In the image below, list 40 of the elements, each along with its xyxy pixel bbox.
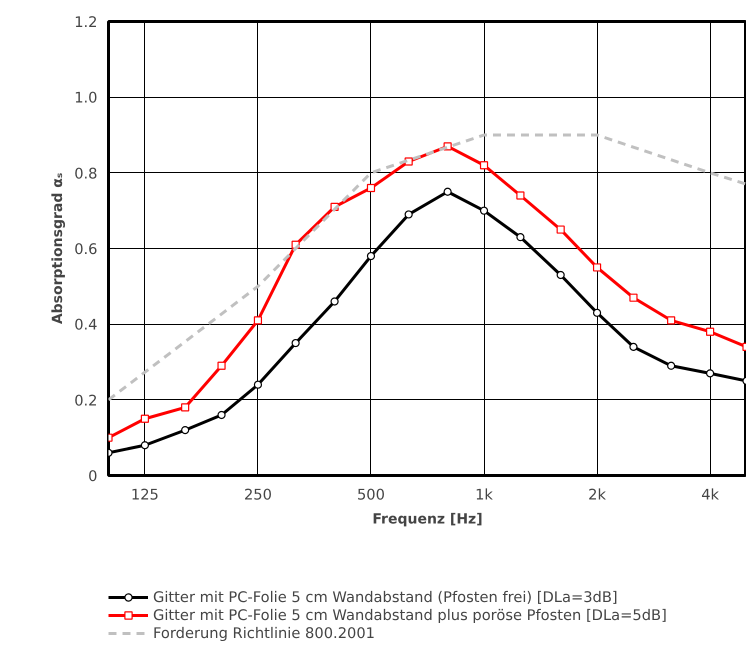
- point: [181, 403, 190, 412]
- legend-label: Gitter mit PC-Folie 5 cm Wandabstand plus poröse Pfosten [DLa=5dB]: [153, 606, 667, 624]
- point: [592, 308, 602, 317]
- point: [480, 161, 488, 170]
- point: [667, 362, 676, 370]
- y-tick-label: 1.0: [74, 90, 98, 107]
- point: [217, 410, 226, 420]
- point: [366, 252, 376, 260]
- point: [292, 338, 300, 348]
- point: [592, 263, 602, 272]
- point: [629, 342, 638, 351]
- point: [480, 206, 488, 215]
- y-tick-label: 0.4: [74, 316, 98, 334]
- point: [404, 210, 413, 219]
- point: [516, 233, 525, 242]
- x-tick-label: 500: [356, 486, 385, 504]
- legend-label: Forderung Richtlinie 800.2001: [153, 624, 375, 642]
- x-tick-label: 1k: [475, 486, 494, 504]
- y-tick-label: 0.8: [74, 165, 98, 182]
- point: [629, 294, 638, 302]
- legend-label: Gitter mit PC-Folie 5 cm Wandabstand (Pfosten frei) [DLa=3dB]: [153, 588, 618, 606]
- y-tick-label: 1.2: [74, 14, 98, 31]
- y-tick-label: 0: [88, 468, 98, 485]
- point: [217, 362, 226, 370]
- point: [330, 297, 339, 306]
- point: [667, 316, 676, 324]
- y-tick-label: 0.2: [74, 392, 98, 410]
- x-tick-label: 125: [130, 486, 159, 504]
- y-axis-title: Absorptionsgrad αₛ: [50, 172, 66, 324]
- x-tick-label: 2k: [588, 486, 606, 504]
- point: [516, 191, 525, 200]
- y-tick-label: 0.6: [74, 241, 98, 258]
- point: [254, 316, 262, 324]
- x-tick-label: 250: [244, 486, 272, 504]
- point: [254, 380, 262, 389]
- point: [366, 184, 376, 192]
- x-axis-title: Frequenz [Hz]: [372, 512, 483, 528]
- x-tick-label: 4k: [701, 486, 720, 504]
- point: [181, 426, 190, 434]
- point: [444, 188, 452, 196]
